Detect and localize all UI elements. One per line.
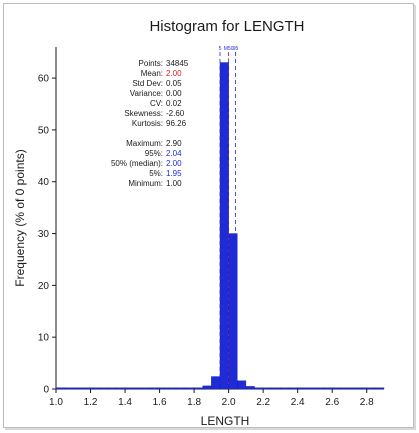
histogram-bar	[314, 387, 324, 390]
y-tick-label: 0	[43, 385, 49, 396]
x-tick-label: 1.0	[49, 397, 63, 408]
stat-label: Points:	[139, 59, 163, 68]
x-axis-label: LENGTH	[201, 414, 250, 428]
stat-label: Minimum:	[128, 179, 163, 188]
histogram-bar	[64, 387, 74, 390]
histogram-bar	[90, 387, 100, 390]
y-tick-label: 10	[38, 333, 50, 344]
stat-label: 50% (median):	[111, 159, 163, 168]
histogram-bar	[176, 387, 186, 390]
stat-label: Variance:	[130, 89, 163, 98]
stat-label: CV:	[150, 99, 163, 108]
histogram-bar	[323, 387, 333, 390]
y-tick-label: 60	[38, 74, 50, 85]
histogram-bar	[340, 387, 350, 390]
histogram-bar	[357, 387, 367, 390]
stat-value: 0.05	[166, 79, 182, 88]
histogram-bar	[81, 387, 91, 390]
histogram-bar	[107, 387, 117, 390]
histogram-bar	[245, 386, 255, 390]
y-tick-label: 50	[38, 125, 50, 136]
x-tick-label: 2.4	[291, 397, 305, 408]
histogram-bar	[288, 387, 298, 390]
chart-frame	[3, 3, 414, 428]
histogram-bar	[116, 387, 126, 390]
stat-value: 0.00	[166, 89, 182, 98]
histogram-bar	[142, 387, 152, 390]
stat-value: -2.60	[166, 109, 185, 118]
histogram-bar	[202, 385, 212, 390]
histogram-bar	[366, 387, 376, 390]
histogram-bar	[55, 387, 65, 390]
y-tick-label: 40	[38, 177, 50, 188]
stat-value: 0.02	[166, 99, 182, 108]
stat-label: Kurtosis:	[132, 119, 163, 128]
y-tick-label: 20	[38, 281, 50, 292]
x-tick-label: 1.8	[187, 397, 201, 408]
stat-label: 95%:	[145, 149, 163, 158]
stat-label: Maximum:	[126, 139, 163, 148]
histogram-bar	[375, 387, 385, 390]
histogram-bar	[211, 376, 221, 390]
x-tick-label: 2.6	[325, 397, 339, 408]
stat-value: 1.95	[166, 169, 182, 178]
percentile-marker-label: 5	[219, 46, 222, 52]
histogram-bar	[193, 387, 203, 390]
stat-label: 5%:	[149, 169, 163, 178]
plot-area: 0 10 20 30 40 50 60 1.0 1.2 1.4 1.6 1.8 2.0 2.2 2.4 2.6…	[38, 46, 385, 408]
histogram-bar	[262, 387, 272, 390]
stat-label: Skewness:	[124, 109, 163, 118]
histogram-bar	[168, 387, 178, 390]
histogram-bar	[280, 387, 290, 390]
stat-value: 2.90	[166, 139, 182, 148]
histogram-bar	[98, 387, 108, 390]
histogram-bar	[219, 62, 229, 390]
percentile-marker-label: M50	[224, 46, 234, 52]
histogram-bar	[271, 387, 281, 390]
histogram-bar	[349, 387, 359, 390]
histogram-bar	[332, 387, 342, 390]
y-tick-label: 30	[38, 229, 50, 240]
chart-title: Histogram for LENGTH	[149, 18, 304, 35]
stat-value: 2.00	[166, 159, 182, 168]
histogram-bar	[150, 387, 160, 390]
stat-label: Std Dev:	[132, 79, 163, 88]
stat-value: 1.00	[166, 179, 182, 188]
histogram-bar	[254, 387, 264, 390]
x-tick-label: 1.2	[84, 397, 98, 408]
histogram-bar	[73, 387, 83, 390]
x-tick-label: 1.6	[153, 397, 167, 408]
stat-value: 34845	[166, 59, 189, 68]
stat-value: 2.00	[166, 69, 182, 78]
x-tick-label: 2.0	[222, 397, 236, 408]
histogram-bar	[185, 387, 195, 390]
x-tick-label: 2.8	[360, 397, 374, 408]
y-axis-label: Frequency (% of 0 points)	[13, 149, 27, 286]
histogram-bar	[124, 387, 134, 390]
stat-label: Mean:	[141, 69, 163, 78]
x-tick-label: 1.4	[118, 397, 132, 408]
histogram-bar	[237, 380, 247, 390]
histogram-bar	[159, 387, 169, 390]
stat-value: 2.04	[166, 149, 182, 158]
x-tick-label: 2.2	[256, 397, 270, 408]
stat-value: 96.26	[166, 119, 187, 128]
histogram-bar	[297, 387, 307, 390]
histogram-bar	[228, 233, 238, 390]
percentile-marker-label: 95	[233, 46, 239, 52]
histogram-bar	[306, 387, 316, 390]
histogram-bar	[133, 387, 143, 390]
